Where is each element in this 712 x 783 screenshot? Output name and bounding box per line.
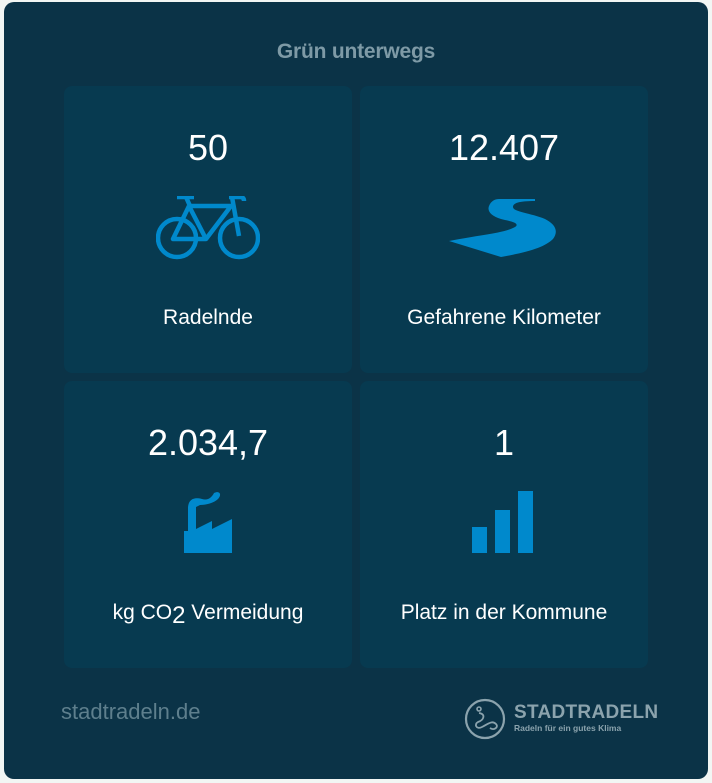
co2-label-suffix: Vermeidung	[185, 601, 304, 624]
website-link[interactable]: stadtradeln.de	[61, 699, 201, 724]
cyclist-logo-icon	[464, 698, 506, 740]
brand-tagline: Radeln für ein gutes Klima	[514, 722, 622, 733]
ranking-value: 1	[493, 422, 515, 463]
co2-label-prefix: kg CO	[112, 601, 173, 624]
tile-co2: 2.034,7 kg CO2 Vermeidung	[64, 381, 352, 668]
kilometers-label: Gefahrene Kilometer	[407, 306, 601, 329]
factory-icon	[64, 485, 352, 561]
kilometers-value: 12.407	[448, 127, 560, 168]
brand-logo: STADTRADELN Radeln für ein gutes Klima	[464, 698, 658, 740]
stats-widget: Grün unterwegs 50 Radelnde 12.407 Gefahr…	[4, 2, 708, 779]
tile-kilometers: 12.407 Gefahrene Kilometer	[360, 86, 648, 373]
participants-value: 50	[187, 127, 229, 168]
tile-participants: 50 Radelnde	[64, 86, 352, 373]
co2-label: kg CO2 Vermeidung	[64, 599, 352, 630]
brand-name: STADTRADELN	[514, 701, 659, 723]
co2-value: 2.034,7	[147, 422, 269, 463]
winding-road-icon	[360, 190, 648, 266]
bar-chart-icon	[360, 485, 648, 561]
widget-title: Grün unterwegs	[276, 40, 436, 63]
bicycle-icon	[64, 190, 352, 266]
ranking-label: Platz in der Kommune	[400, 601, 608, 624]
participants-label: Radelnde	[163, 306, 253, 329]
tile-ranking: 1 Platz in der Kommune	[360, 381, 648, 668]
co2-label-subscript: 2	[172, 602, 186, 629]
